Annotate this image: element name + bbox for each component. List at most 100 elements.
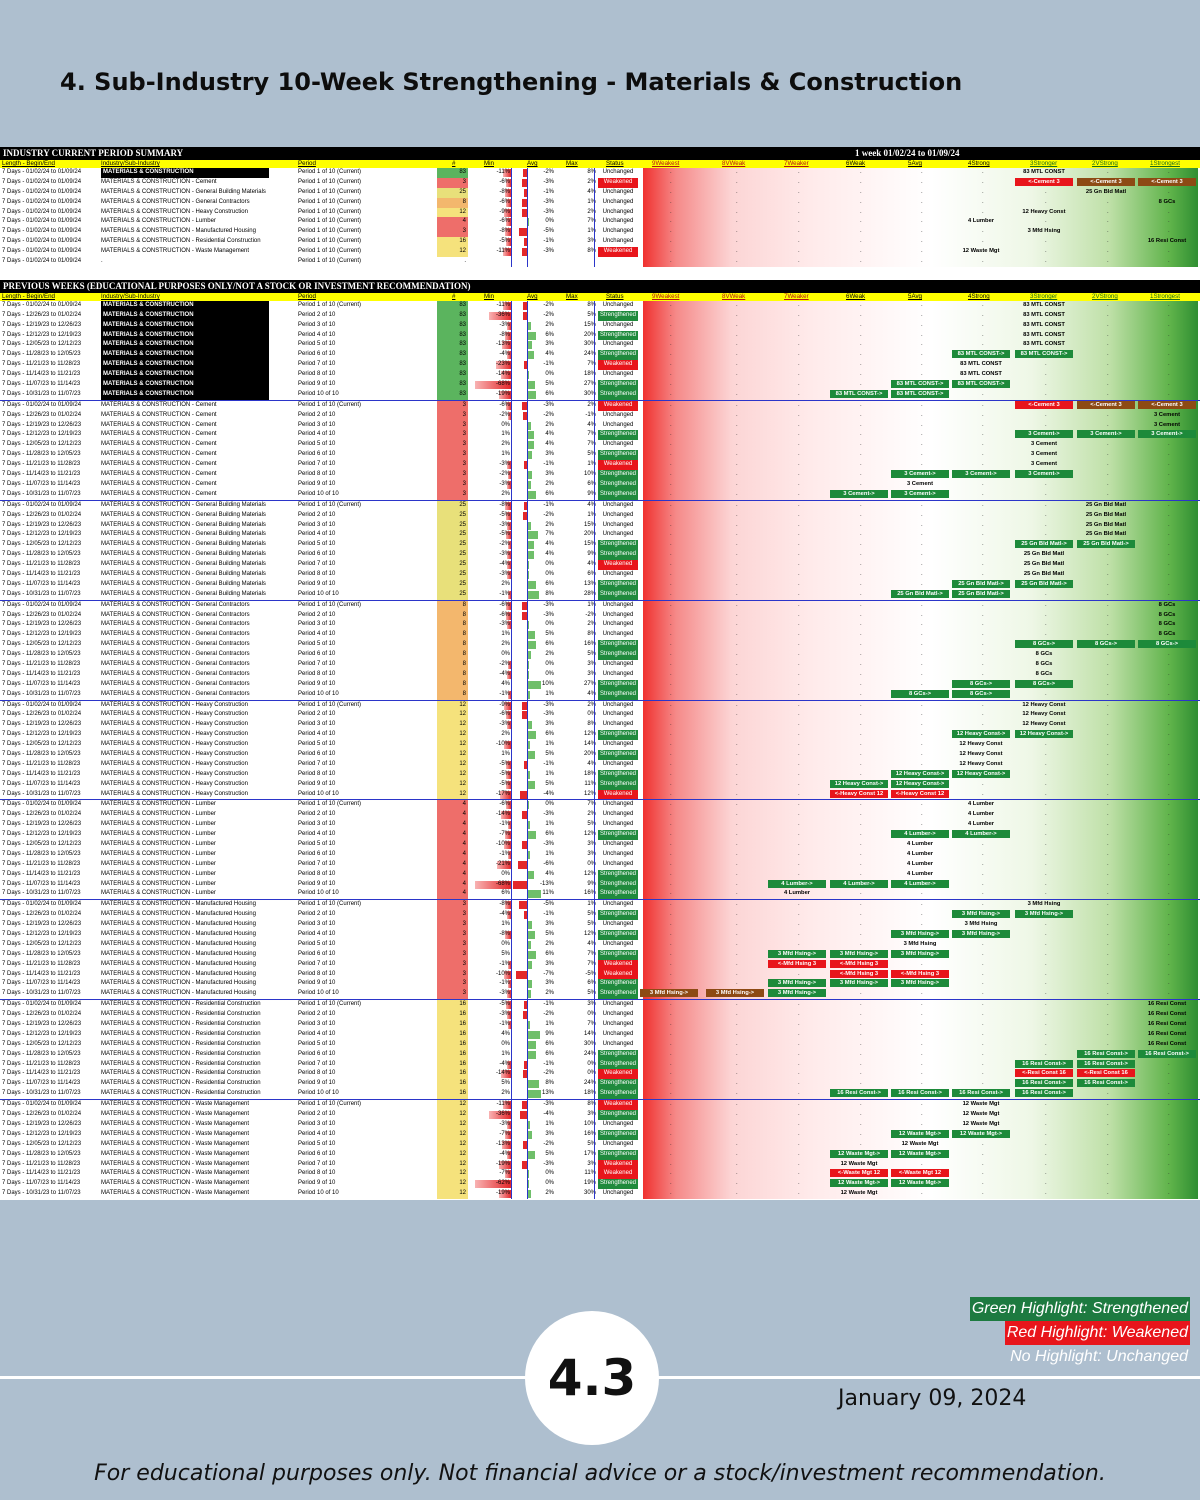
row-avg: 4% <box>545 351 554 358</box>
empty-cell: . <box>1168 551 1170 558</box>
row-period: Period 9 of 10 <box>298 980 336 987</box>
row-length: 7 Days - 01/02/24 to 01/09/24 <box>2 198 82 205</box>
empty-cell: . <box>670 561 672 568</box>
table-row: 7 Days - 11/07/23 to 11/14/23 MATERIALS &… <box>0 1079 1200 1090</box>
empty-cell: . <box>982 541 984 548</box>
column-rule <box>527 450 528 461</box>
empty-cell: . <box>921 680 923 687</box>
avg-bar <box>527 1130 533 1139</box>
table-row: 7 Days - 11/28/23 to 12/05/23 MATERIALS &… <box>0 949 1200 960</box>
empty-cell: . <box>982 711 984 718</box>
rank-marker: 12 Waste Mgt <box>962 248 1000 255</box>
empty-cell: . <box>921 701 923 708</box>
row-status: Strengthened <box>598 1049 638 1060</box>
column-rule <box>527 550 528 561</box>
empty-cell: . <box>1107 831 1109 838</box>
avg-bar <box>527 1090 541 1099</box>
heat-band <box>643 959 1198 970</box>
row-min: 4% <box>501 1030 510 1037</box>
rank-marker: 83 MTL CONST <box>960 361 1002 368</box>
empty-cell: . <box>1045 188 1047 195</box>
column-rule <box>511 1089 512 1100</box>
empty-cell: . <box>798 178 800 185</box>
avg-bar <box>527 381 535 390</box>
heat-band <box>643 659 1198 670</box>
min-bar <box>506 531 511 540</box>
row-min: -17% <box>495 790 510 797</box>
row-count: 12 <box>437 1139 468 1150</box>
empty-cell: . <box>1107 381 1109 388</box>
empty-cell: . <box>798 601 800 608</box>
empty-cell: . <box>670 1150 672 1157</box>
row-count: 12 <box>437 700 468 711</box>
empty-cell: . <box>798 801 800 808</box>
rank-marker: <-Mfd Hsing 3 <box>830 959 888 968</box>
row-period: Period 9 of 10 <box>298 381 336 388</box>
row-avg: -2% <box>543 301 554 308</box>
row-length: 7 Days - 11/07/23 to 11/14/23 <box>2 580 81 587</box>
heat-band <box>643 840 1198 850</box>
col-min: Min <box>484 160 494 167</box>
column-rule <box>527 759 528 770</box>
empty-cell: . <box>921 1040 923 1047</box>
avg-bar <box>527 1021 530 1030</box>
row-period: Period 9 of 10 <box>298 1080 336 1087</box>
empty-cell: . <box>982 401 984 408</box>
row-max: 11% <box>584 780 596 787</box>
empty-cell: . <box>921 331 923 338</box>
rank-marker: 8 GCs <box>1158 631 1176 638</box>
column-rule <box>527 930 528 940</box>
row-count: 25 <box>437 569 468 580</box>
empty-cell: . <box>860 501 862 508</box>
column-rule <box>527 1110 528 1120</box>
avg-bar <box>527 990 532 999</box>
rank-marker: 3 Mfd Hsing-> <box>891 930 949 939</box>
empty-cell: . <box>860 680 862 687</box>
row-count: 25 <box>437 560 468 570</box>
row-length: 7 Days - 11/21/23 to 11/28/23 <box>2 461 81 468</box>
empty-cell: . <box>860 860 862 867</box>
row-count: 25 <box>437 589 468 600</box>
table-row: 7 Days - 01/02/24 to 01/09/24 MATERIALS &… <box>0 217 1200 228</box>
column-rule <box>511 859 512 870</box>
empty-cell: . <box>798 780 800 787</box>
empty-cell: . <box>982 1011 984 1018</box>
row-avg: 6% <box>545 390 554 397</box>
empty-cell: . <box>736 541 738 548</box>
row-industry: MATERIALS & CONSTRUCTION - Residential C… <box>101 1070 261 1077</box>
rank-marker: 16 Resi Const-> <box>830 1089 888 1098</box>
row-min: -14% <box>495 1070 510 1077</box>
empty-cell: . <box>921 1030 923 1037</box>
row-count: 8 <box>437 669 468 680</box>
column-rule <box>511 959 512 970</box>
rank-marker: 3 Cement <box>1030 441 1058 448</box>
heat-band <box>643 569 1198 580</box>
empty-cell: . <box>860 801 862 808</box>
row-min: 0% <box>501 651 510 658</box>
col-num: # <box>452 160 456 167</box>
rank-marker: 3 Mfd Hsing-> <box>640 989 698 998</box>
empty-cell: . <box>982 561 984 568</box>
empty-cell: . <box>860 1011 862 1018</box>
empty-cell: . <box>736 188 738 195</box>
empty-cell: . <box>1168 750 1170 757</box>
row-status: Strengthened <box>598 470 638 480</box>
previous-header: PREVIOUS WEEKS (EDUCATIONAL PURPOSES ONL… <box>0 279 1200 293</box>
column-rule <box>527 569 528 580</box>
empty-cell: . <box>670 770 672 777</box>
row-count: 3 <box>437 479 468 490</box>
row-period: Period 9 of 10 <box>298 480 336 487</box>
row-industry: MATERIALS & CONSTRUCTION - General Build… <box>101 570 266 577</box>
rank-marker: 3 Mfd Hsing-> <box>830 979 888 988</box>
empty-cell: . <box>736 831 738 838</box>
empty-cell: . <box>798 331 800 338</box>
avg-bar <box>516 970 527 979</box>
empty-cell: . <box>860 480 862 487</box>
row-max: 7% <box>587 431 596 438</box>
min-bar <box>508 980 511 989</box>
row-count: 12 <box>437 1189 468 1200</box>
empty-cell: . <box>670 1050 672 1057</box>
rank-marker: 8 GCs <box>1035 670 1053 677</box>
empty-cell: . <box>1045 421 1047 428</box>
empty-cell: . <box>670 880 672 887</box>
